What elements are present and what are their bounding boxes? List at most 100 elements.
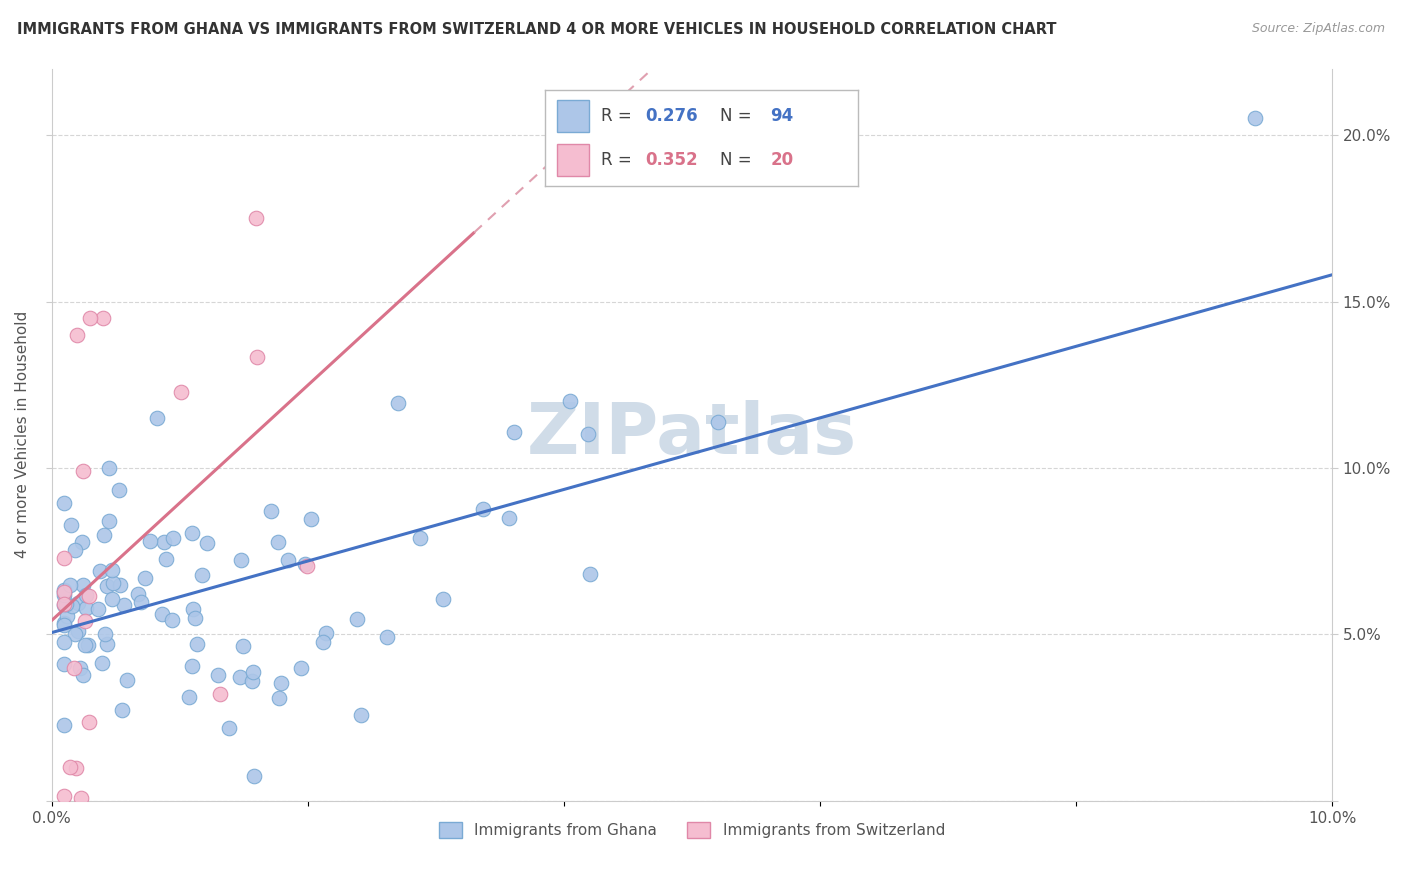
Point xyxy=(181,602,204,616)
Point xyxy=(155,552,177,566)
Point xyxy=(246,350,269,364)
Point xyxy=(97,461,120,475)
Point xyxy=(245,211,267,226)
Point xyxy=(53,789,76,803)
Point xyxy=(75,600,97,615)
Point xyxy=(89,565,111,579)
Point xyxy=(127,586,149,600)
Point xyxy=(60,599,83,613)
Point xyxy=(1244,112,1267,126)
Point xyxy=(162,531,184,545)
Point xyxy=(53,618,76,632)
Point xyxy=(152,607,174,622)
Point xyxy=(315,626,337,640)
Point xyxy=(184,610,207,624)
Point xyxy=(66,327,89,342)
Point xyxy=(312,634,335,648)
Point xyxy=(170,384,193,399)
Point xyxy=(387,396,409,410)
Text: ZIPatlas: ZIPatlas xyxy=(527,401,856,469)
Point xyxy=(63,627,86,641)
Point xyxy=(79,311,101,326)
Point xyxy=(134,571,156,585)
Point xyxy=(65,761,87,775)
Point xyxy=(59,578,82,592)
Point xyxy=(53,582,76,597)
Point xyxy=(294,557,316,571)
Point xyxy=(112,599,135,613)
Point xyxy=(72,577,94,591)
Point xyxy=(53,588,76,602)
Point xyxy=(73,638,96,652)
Point xyxy=(59,760,82,774)
Point xyxy=(218,722,240,736)
Legend: Immigrants from Ghana, Immigrants from Switzerland: Immigrants from Ghana, Immigrants from S… xyxy=(433,816,950,845)
Point xyxy=(129,595,152,609)
Point xyxy=(53,616,76,631)
Point xyxy=(53,597,76,611)
Point xyxy=(108,483,131,497)
Point xyxy=(267,535,290,549)
Point xyxy=(56,609,79,624)
Point xyxy=(53,496,76,510)
Point xyxy=(96,637,118,651)
Point xyxy=(242,665,264,679)
Point xyxy=(72,668,94,682)
Point xyxy=(86,602,108,616)
Point xyxy=(145,410,167,425)
Point xyxy=(53,635,76,649)
Point xyxy=(232,639,254,653)
Point xyxy=(432,591,454,606)
Point xyxy=(115,673,138,687)
Point xyxy=(139,534,162,549)
Point xyxy=(346,612,368,626)
Point xyxy=(70,790,93,805)
Point xyxy=(498,511,520,525)
Point xyxy=(190,567,212,582)
Point xyxy=(160,613,183,627)
Point xyxy=(73,614,96,628)
Point xyxy=(558,393,581,408)
Point xyxy=(243,769,266,783)
Point xyxy=(267,691,290,706)
Point xyxy=(349,707,371,722)
Point xyxy=(706,415,728,429)
Point xyxy=(66,596,89,610)
Point xyxy=(240,674,263,689)
Point xyxy=(503,425,526,440)
Point xyxy=(409,531,432,545)
Point xyxy=(229,553,252,567)
Point xyxy=(197,535,219,549)
Point xyxy=(53,718,76,732)
Point xyxy=(290,661,312,675)
Point xyxy=(53,598,76,612)
Point xyxy=(180,525,202,540)
Point xyxy=(77,638,100,652)
Point xyxy=(97,514,120,528)
Point xyxy=(471,501,494,516)
Point xyxy=(75,588,97,602)
Point xyxy=(576,426,599,441)
Point xyxy=(270,676,292,690)
Text: Source: ZipAtlas.com: Source: ZipAtlas.com xyxy=(1251,22,1385,36)
Point xyxy=(180,658,202,673)
Point xyxy=(53,657,76,671)
Point xyxy=(93,627,115,641)
Point xyxy=(229,670,252,684)
Point xyxy=(55,597,77,611)
Point xyxy=(77,590,100,604)
Point xyxy=(53,584,76,599)
Y-axis label: 4 or more Vehicles in Household: 4 or more Vehicles in Household xyxy=(15,311,30,558)
Point xyxy=(207,668,229,682)
Point xyxy=(375,630,398,644)
Point xyxy=(186,637,208,651)
Text: IMMIGRANTS FROM GHANA VS IMMIGRANTS FROM SWITZERLAND 4 OR MORE VEHICLES IN HOUSE: IMMIGRANTS FROM GHANA VS IMMIGRANTS FROM… xyxy=(17,22,1056,37)
Point xyxy=(579,567,602,582)
Point xyxy=(179,690,201,704)
Point xyxy=(66,624,89,639)
Point xyxy=(153,535,176,549)
Point xyxy=(72,534,94,549)
Point xyxy=(63,661,86,675)
Point xyxy=(53,551,76,566)
Point xyxy=(101,592,124,607)
